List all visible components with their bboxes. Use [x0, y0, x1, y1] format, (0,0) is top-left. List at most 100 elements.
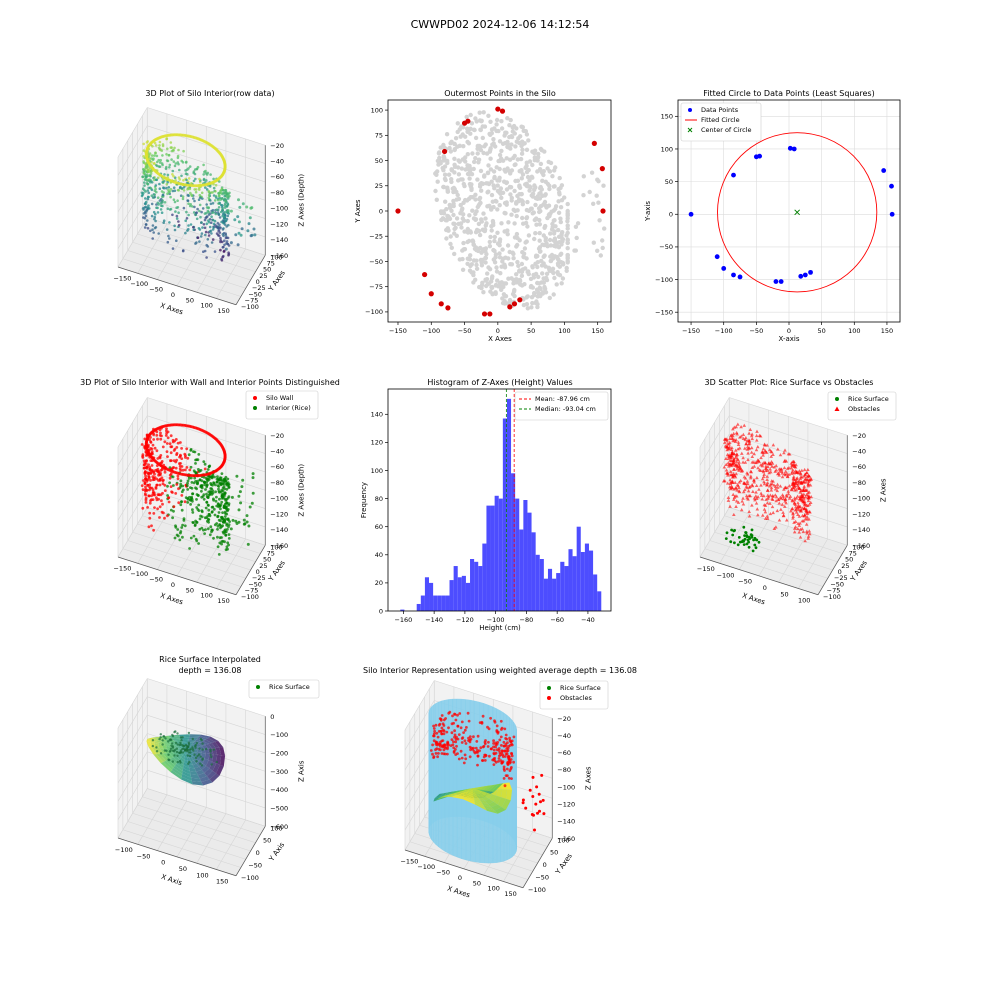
- data-point: [224, 247, 228, 251]
- data-point: [143, 492, 147, 496]
- obstacle-point: [797, 469, 802, 473]
- obstacle-point: [483, 759, 487, 762]
- obstacle-point: [436, 755, 439, 759]
- data-point: [223, 530, 227, 534]
- surface-patch: [473, 790, 477, 794]
- data-point: [176, 154, 180, 158]
- data-point: [149, 179, 153, 182]
- obstacle-point: [798, 490, 803, 494]
- surface-patch: [476, 789, 483, 794]
- rice-point: [171, 734, 175, 738]
- x-tick-label: −50: [149, 285, 163, 293]
- gray-point: [485, 170, 491, 176]
- data-point: [172, 186, 176, 189]
- obstacle-point: [730, 436, 734, 440]
- data-point: [154, 487, 158, 490]
- surface-patch: [190, 744, 196, 747]
- gray-point: [484, 251, 489, 257]
- gray-point: [499, 148, 504, 154]
- gray-point: [477, 110, 482, 115]
- data-point: [160, 499, 163, 503]
- outer-point: [599, 166, 605, 172]
- rice-point: [732, 529, 736, 533]
- surface-patch: [485, 808, 498, 814]
- data-point: [200, 509, 204, 513]
- gray-point: [477, 232, 483, 238]
- data-point: [251, 472, 255, 476]
- obstacle-point: [791, 514, 796, 518]
- obstacle-point: [792, 483, 796, 487]
- surface-patch: [478, 786, 485, 790]
- obstacle-point: [752, 480, 756, 484]
- data-point: [172, 198, 176, 201]
- gray-point: [523, 165, 528, 170]
- data-point: [187, 224, 190, 227]
- x-tick-label: −50: [749, 327, 763, 335]
- obstacle-point: [802, 486, 806, 490]
- data-point: [228, 194, 231, 198]
- z-tick-label: −100: [852, 495, 870, 503]
- z-axis-label: Z Axes: [584, 766, 592, 790]
- gray-point: [559, 260, 564, 265]
- data-point: [787, 145, 793, 151]
- obstacle-point: [787, 484, 792, 488]
- data-point: [184, 169, 187, 172]
- legend-label: Center of Circle: [701, 126, 752, 134]
- data-point: [217, 553, 221, 556]
- data-point: [225, 523, 229, 527]
- data-point: [144, 470, 147, 474]
- surface-patch: [471, 788, 473, 791]
- gray-point: [489, 279, 494, 284]
- obstacle-point: [755, 475, 759, 480]
- obstacle-point: [769, 450, 774, 454]
- data-point: [207, 508, 211, 512]
- obstacle-point: [734, 504, 738, 508]
- gray-point: [473, 135, 479, 141]
- data-point: [197, 198, 201, 201]
- data-point: [175, 239, 178, 242]
- gray-point: [505, 232, 510, 237]
- data-point: [227, 518, 230, 522]
- rice-point: [215, 760, 218, 764]
- surface-patch: [486, 784, 496, 791]
- histogram-bar: [523, 500, 528, 611]
- gray-point: [494, 265, 499, 270]
- obstacle-point: [737, 463, 742, 468]
- obstacle-point: [765, 474, 769, 478]
- surface-patch: [472, 788, 477, 792]
- z-tick-label: −120: [270, 220, 288, 228]
- legend-label: Data Points: [701, 106, 739, 114]
- data-point: [889, 183, 894, 189]
- x-tick-label: 100: [196, 871, 208, 879]
- gray-point: [508, 185, 514, 190]
- surface-patch: [501, 798, 511, 810]
- data-point: [173, 200, 177, 204]
- obstacle-point: [540, 773, 544, 777]
- data-point: [204, 216, 207, 220]
- rice-point: [187, 762, 190, 765]
- obstacle-point: [783, 497, 788, 501]
- histogram-bar: [588, 550, 594, 611]
- data-point: [146, 506, 150, 509]
- gray-point: [498, 191, 503, 196]
- legend-marker: [688, 108, 692, 112]
- obstacle-point: [759, 491, 763, 495]
- data-point: [229, 209, 233, 213]
- gray-point: [452, 251, 457, 257]
- data-point: [199, 235, 203, 238]
- data-point: [173, 146, 176, 150]
- data-point: [145, 208, 148, 212]
- gray-point: [545, 244, 550, 249]
- data-point: [150, 194, 154, 197]
- obstacle-point: [806, 491, 810, 495]
- grid-line: [147, 125, 266, 164]
- data-point: [216, 475, 219, 478]
- data-point: [211, 191, 214, 194]
- histogram-bar: [543, 578, 548, 611]
- obstacle-point: [777, 473, 781, 477]
- data-point: [192, 469, 196, 473]
- data-point: [217, 505, 220, 509]
- obstacle-point: [801, 529, 806, 534]
- gray-point: [598, 253, 603, 258]
- data-point: [156, 507, 160, 511]
